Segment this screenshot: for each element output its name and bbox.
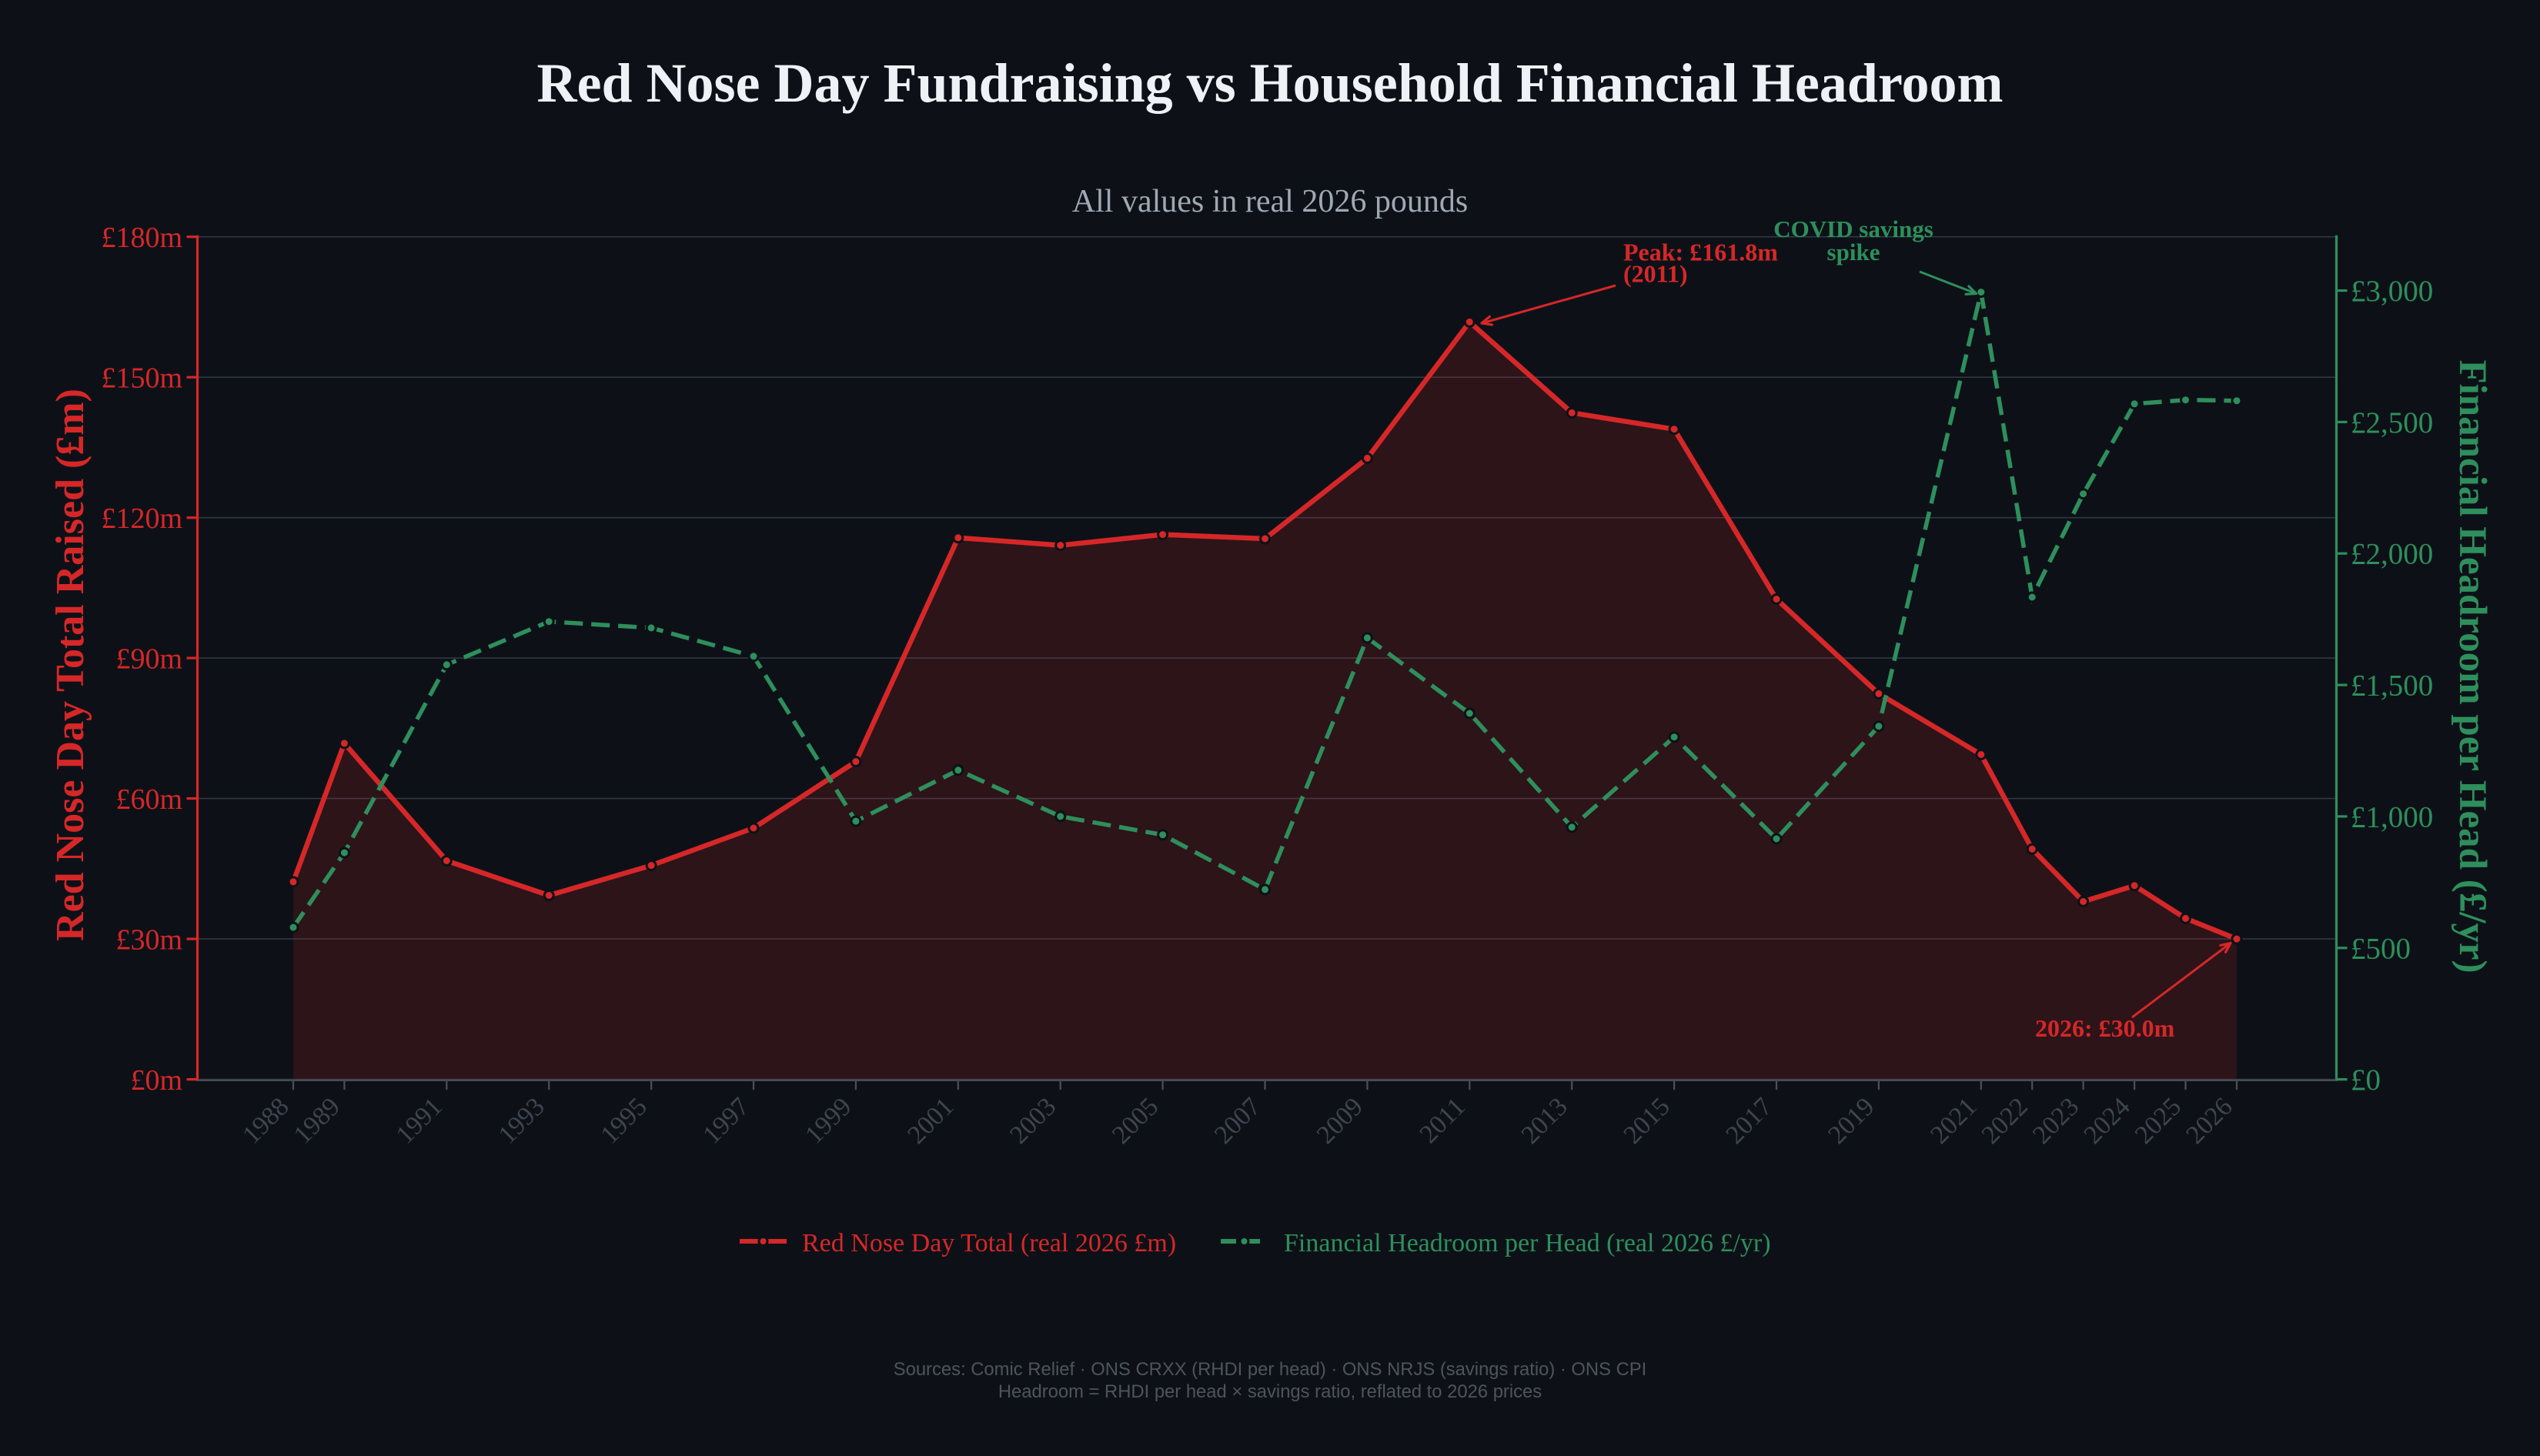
svg-text:£2,000: £2,000 (2351, 538, 2433, 571)
svg-text:£150m: £150m (101, 362, 182, 395)
svg-text:Red Nose Day Total Raised (£m): Red Nose Day Total Raised (£m) (48, 389, 92, 941)
svg-text:£180m: £180m (101, 222, 182, 254)
svg-text:Headroom = RHDI per head × sav: Headroom = RHDI per head × savings ratio… (998, 1381, 1542, 1402)
svg-text:Red Nose Day Fundraising vs Ho: Red Nose Day Fundraising vs Household Fi… (537, 52, 2004, 114)
svg-text:spike: spike (1827, 239, 1880, 265)
svg-text:Financial Headroom per Head (£: Financial Headroom per Head (£/yr) (2451, 359, 2494, 973)
svg-text:2026: £30.0m: 2026: £30.0m (2035, 1014, 2175, 1042)
svg-text:£90m: £90m (115, 643, 182, 676)
svg-text:(2011): (2011) (1623, 260, 1688, 288)
svg-text:COVID savings: COVID savings (1773, 215, 1933, 242)
svg-text:£1,000: £1,000 (2351, 800, 2433, 833)
svg-text:Sources: Comic Relief · ONS CR: Sources: Comic Relief · ONS CRXX (RHDI p… (894, 1359, 1647, 1380)
svg-text:£1,500: £1,500 (2351, 670, 2433, 703)
svg-text:£30m: £30m (115, 924, 182, 957)
svg-text:£0: £0 (2351, 1064, 2381, 1097)
svg-text:All values in real 2026 pounds: All values in real 2026 pounds (1072, 184, 1468, 219)
svg-text:£3,000: £3,000 (2351, 275, 2433, 308)
svg-text:Financial Headroom per Head (r: Financial Headroom per Head (real 2026 £… (1284, 1229, 1771, 1257)
svg-text:£60m: £60m (115, 783, 182, 816)
svg-text:£500: £500 (2351, 932, 2411, 965)
svg-text:Red Nose Day Total (real 2026: Red Nose Day Total (real 2026 £m) (802, 1229, 1176, 1257)
svg-text:£0m: £0m (130, 1064, 182, 1097)
svg-text:£120m: £120m (101, 503, 182, 535)
svg-text:£2,500: £2,500 (2351, 406, 2433, 439)
svg-text:Peak: £161.8m: Peak: £161.8m (1623, 239, 1778, 266)
